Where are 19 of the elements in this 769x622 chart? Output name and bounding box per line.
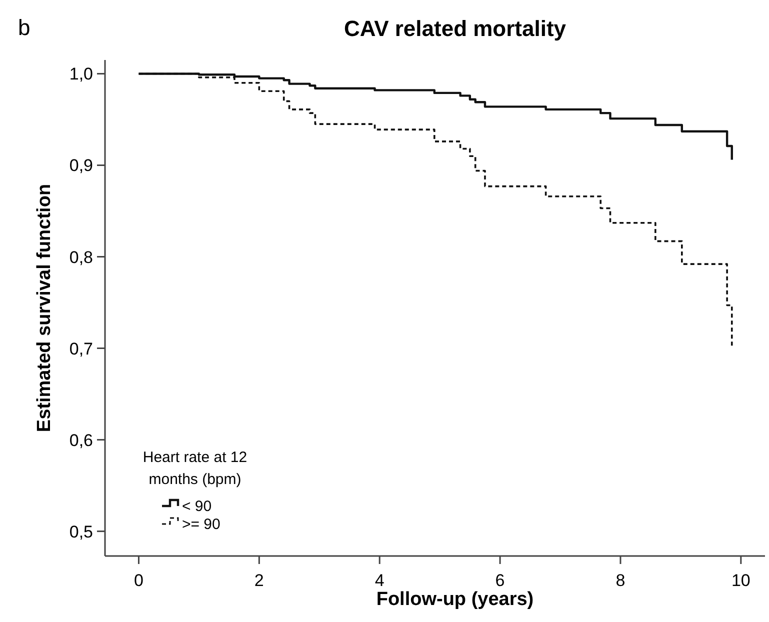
legend-label: < 90 xyxy=(182,498,212,515)
y-tick-label: 0,7 xyxy=(69,339,93,358)
y-tick-label: 0,6 xyxy=(69,430,93,450)
x-tick-label: 8 xyxy=(616,571,626,590)
y-tick-label: 0,8 xyxy=(69,248,93,267)
text: b xyxy=(18,15,30,40)
legend-label: >= 90 xyxy=(182,516,220,533)
y-tick-label: 0,9 xyxy=(69,156,93,176)
x-tick-label: 2 xyxy=(254,571,264,590)
x-tick-label: 0 xyxy=(134,571,144,590)
y-tick-label: 0,5 xyxy=(69,522,93,542)
x-tick-label: 10 xyxy=(731,571,750,590)
x-tick-label: 6 xyxy=(495,571,505,590)
x-tick-label: 4 xyxy=(374,571,384,590)
x-axis-title: Follow-up (years) xyxy=(376,589,534,610)
chart-title: CAV related mortality xyxy=(344,16,567,41)
y-tick-label: 1,0 xyxy=(69,64,93,84)
y-axis-title: Estimated survival function xyxy=(34,184,55,432)
legend-title: Heart rate at 12 months (bpm) xyxy=(142,449,248,488)
